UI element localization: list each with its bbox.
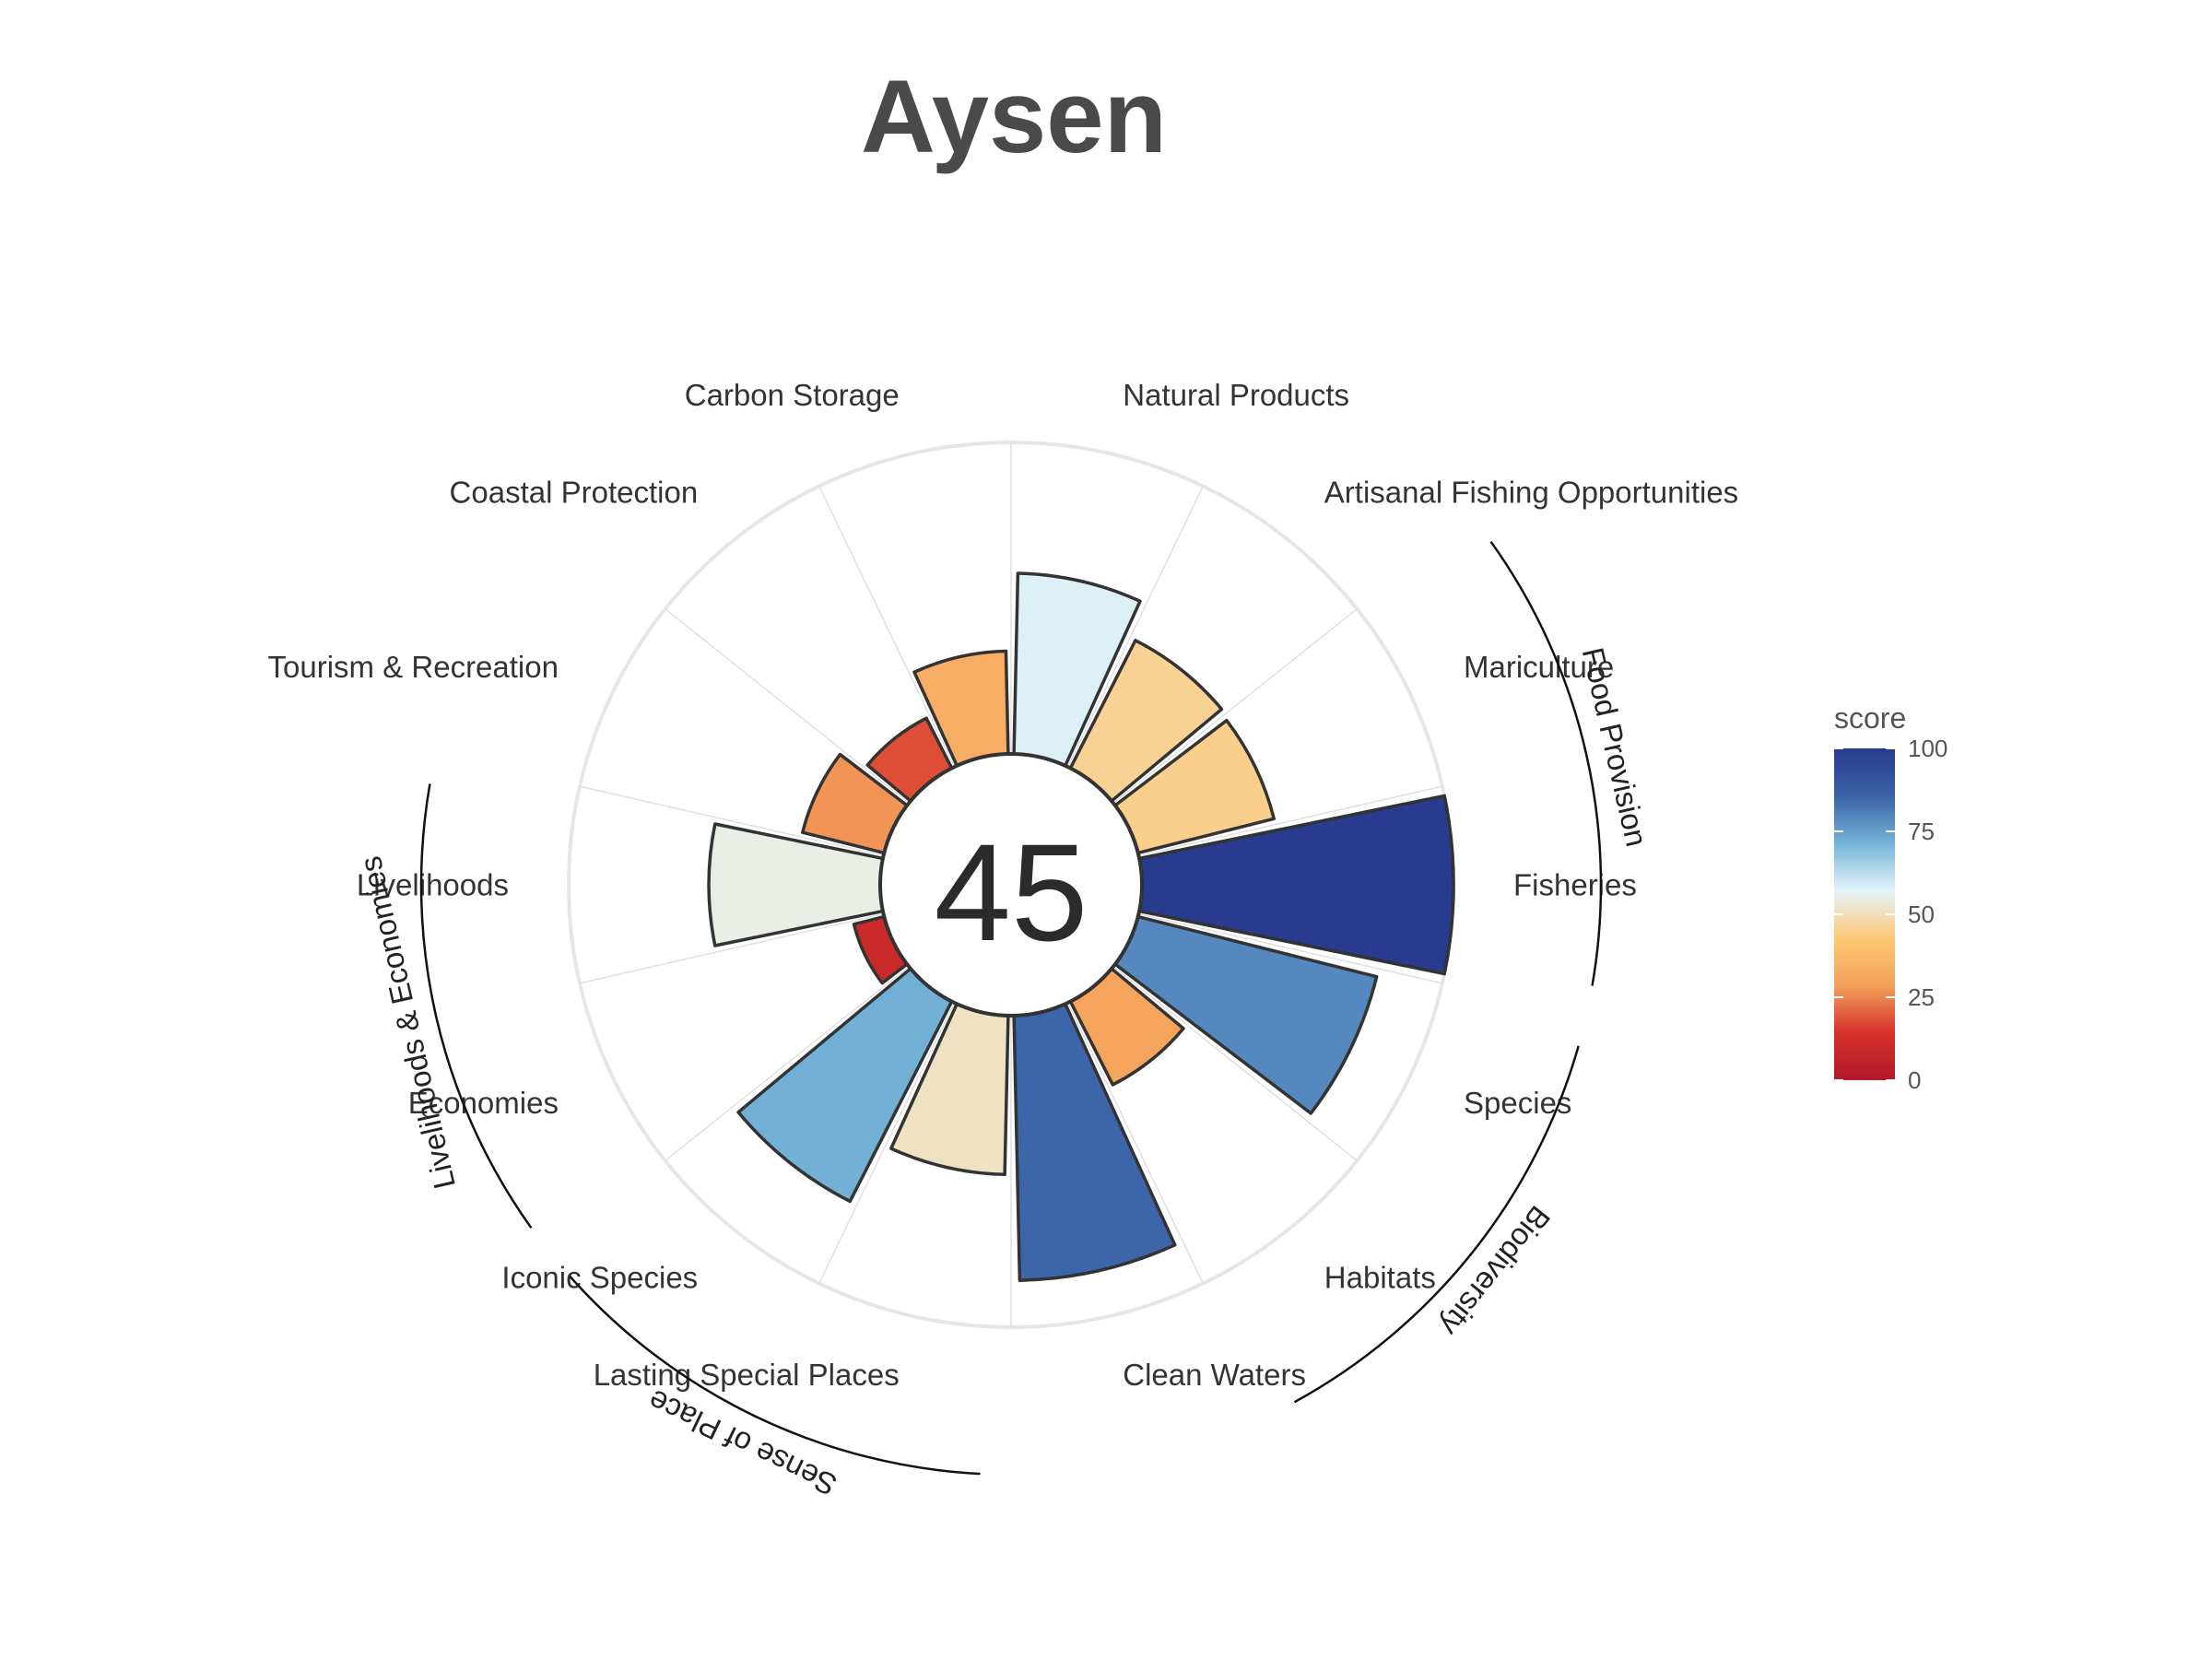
- group-arc-food-provision: [1489, 540, 1603, 986]
- legend-tick-label: 75: [1908, 818, 1935, 845]
- petal-divider: [1066, 486, 1204, 768]
- petal-divider: [818, 1002, 956, 1284]
- petal-divider: [579, 785, 884, 857]
- petal-divider: [665, 608, 910, 805]
- petal-divider: [1138, 912, 1443, 984]
- petal-label-iconic-species: Iconic Species: [501, 1261, 698, 1295]
- legend-title: score: [1834, 701, 1906, 735]
- group-label-sense-of-place: Sense of Place: [642, 1383, 841, 1503]
- legend-tick-label: 50: [1908, 900, 1935, 928]
- petal-divider: [579, 912, 884, 984]
- group-label-livelihoods-and-economies: Livelihoods & Economies: [353, 853, 462, 1193]
- petal-label-habitats: Habitats: [1324, 1261, 1436, 1295]
- petal-label-livelihoods: Livelihoods: [357, 868, 509, 902]
- petal-label-fisheries: Fisheries: [1513, 868, 1637, 902]
- label-layer: Fisheries Mariculture Artisanal Fishing Op…: [268, 378, 1739, 1392]
- group-arc-livelihoods-and-economies: [419, 783, 533, 1230]
- petal-divider: [1066, 1002, 1204, 1284]
- petal-divider: [1112, 608, 1358, 805]
- petal-divider: [818, 486, 956, 768]
- petal-label-economies: Economies: [408, 1086, 559, 1120]
- petal-divider: [1112, 965, 1358, 1161]
- petal-label-carbon-storage: Carbon Storage: [685, 378, 900, 412]
- petal-label-clean-waters: Clean Waters: [1123, 1358, 1306, 1392]
- legend-tick-label: 100: [1908, 735, 1947, 762]
- group-arc-sense-of-place: [569, 1275, 981, 1476]
- group-arc-biodiversity: [1293, 1045, 1580, 1404]
- center-score: 45: [935, 815, 1088, 970]
- group-label-food-provision: Food Provision: [1576, 644, 1654, 850]
- chart-title: Aysen: [860, 59, 1167, 174]
- center-layer: 45: [878, 752, 1144, 1018]
- petal-divider: [1138, 785, 1443, 857]
- legend-ticks: 0 25 50 75 100: [1834, 735, 1947, 1094]
- petal-label-mariculture: Mariculture: [1464, 650, 1614, 684]
- petal-label-tourism-and-recreation: Tourism & Recreation: [268, 650, 559, 684]
- legend-colorbar: [1834, 748, 1895, 1080]
- petal-label-lasting-special-places: Lasting Special Places: [594, 1358, 900, 1392]
- color-legend: score 0 25 50 75 100: [1834, 701, 1947, 1094]
- petal-label-natural-products: Natural Products: [1123, 378, 1349, 412]
- grid-layer: [567, 441, 1455, 1329]
- petal-label-coastal-protection: Coastal Protection: [450, 475, 699, 509]
- petal-divider: [665, 965, 910, 1161]
- petal-label-artisanal-fishing-opportunities: Artisanal Fishing Opportunities: [1324, 475, 1738, 509]
- legend-tick-label: 0: [1908, 1066, 1921, 1094]
- legend-tick-label: 25: [1908, 983, 1935, 1011]
- center-hole: [878, 752, 1144, 1018]
